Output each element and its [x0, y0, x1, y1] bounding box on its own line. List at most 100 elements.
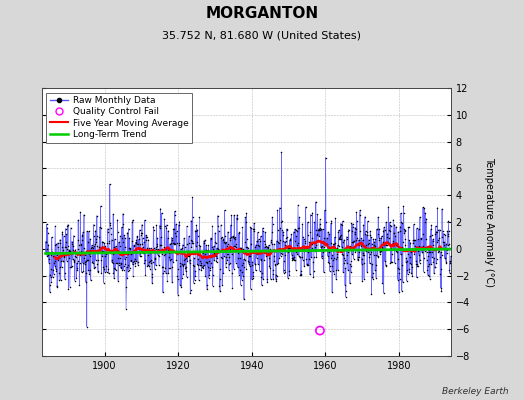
Point: [406, 240, 414, 246]
Point: [198, 250, 206, 256]
Point: [257, 274, 266, 280]
Point: [385, 235, 393, 241]
Point: [285, 242, 293, 248]
Point: [248, 262, 256, 269]
Point: [164, 227, 172, 234]
Point: [148, 270, 157, 277]
Point: [303, 261, 311, 267]
Point: [235, 229, 244, 236]
Point: [280, 258, 288, 264]
Point: [56, 236, 64, 243]
Point: [347, 268, 355, 275]
Point: [122, 284, 130, 290]
Point: [167, 249, 175, 256]
Point: [437, 266, 445, 272]
Point: [411, 237, 419, 243]
Point: [101, 269, 109, 275]
Point: [181, 255, 190, 262]
Point: [171, 230, 180, 236]
Point: [96, 246, 104, 253]
Point: [191, 273, 199, 279]
Point: [81, 259, 90, 265]
Point: [427, 222, 435, 228]
Point: [78, 232, 86, 238]
Point: [372, 262, 380, 269]
Point: [351, 249, 359, 256]
Point: [69, 256, 77, 263]
Point: [222, 239, 231, 246]
Point: [103, 228, 112, 235]
Point: [276, 225, 285, 231]
Point: [433, 204, 442, 211]
Point: [263, 243, 271, 250]
Point: [405, 237, 413, 244]
Point: [141, 256, 149, 263]
Point: [329, 241, 337, 248]
Point: [428, 238, 436, 244]
Point: [204, 264, 212, 270]
Point: [241, 239, 249, 245]
Point: [139, 250, 147, 257]
Point: [137, 253, 145, 260]
Point: [158, 264, 167, 270]
Point: [62, 244, 70, 250]
Point: [99, 238, 107, 245]
Point: [381, 262, 390, 268]
Point: [440, 230, 448, 237]
Text: 35.752 N, 81.680 W (United States): 35.752 N, 81.680 W (United States): [162, 30, 362, 40]
Point: [185, 233, 193, 240]
Point: [361, 244, 369, 251]
Point: [285, 272, 293, 278]
Point: [392, 242, 400, 248]
Point: [345, 244, 353, 251]
Point: [94, 268, 102, 274]
Point: [180, 235, 188, 241]
Point: [53, 256, 62, 263]
Point: [58, 231, 67, 237]
Point: [74, 242, 83, 248]
Point: [274, 260, 282, 266]
Point: [199, 265, 208, 272]
Point: [273, 261, 281, 267]
Point: [261, 229, 269, 236]
Point: [99, 263, 107, 270]
Point: [279, 231, 288, 238]
Point: [187, 244, 195, 250]
Point: [391, 247, 400, 254]
Point: [94, 257, 103, 263]
Point: [282, 235, 290, 242]
Point: [423, 257, 431, 263]
Point: [132, 240, 140, 246]
Point: [296, 246, 304, 253]
Point: [309, 274, 318, 280]
Point: [254, 229, 262, 236]
Point: [228, 270, 236, 276]
Point: [209, 282, 217, 289]
Point: [335, 227, 343, 233]
Point: [336, 236, 344, 242]
Point: [239, 260, 247, 266]
Point: [328, 289, 336, 295]
Point: [106, 221, 115, 228]
Point: [313, 211, 322, 218]
Point: [365, 260, 374, 267]
Point: [89, 244, 97, 251]
Point: [255, 243, 264, 249]
Point: [95, 245, 104, 251]
Point: [358, 278, 366, 284]
Point: [359, 260, 368, 266]
Point: [163, 247, 172, 253]
Point: [105, 240, 113, 246]
Point: [153, 235, 161, 241]
Point: [355, 254, 363, 260]
Point: [89, 260, 97, 267]
Point: [315, 225, 324, 231]
Point: [205, 258, 213, 264]
Point: [120, 232, 128, 238]
Point: [82, 248, 91, 254]
Point: [290, 257, 299, 263]
Point: [244, 260, 253, 267]
Point: [166, 241, 174, 247]
Point: [379, 239, 387, 246]
Point: [156, 206, 165, 212]
